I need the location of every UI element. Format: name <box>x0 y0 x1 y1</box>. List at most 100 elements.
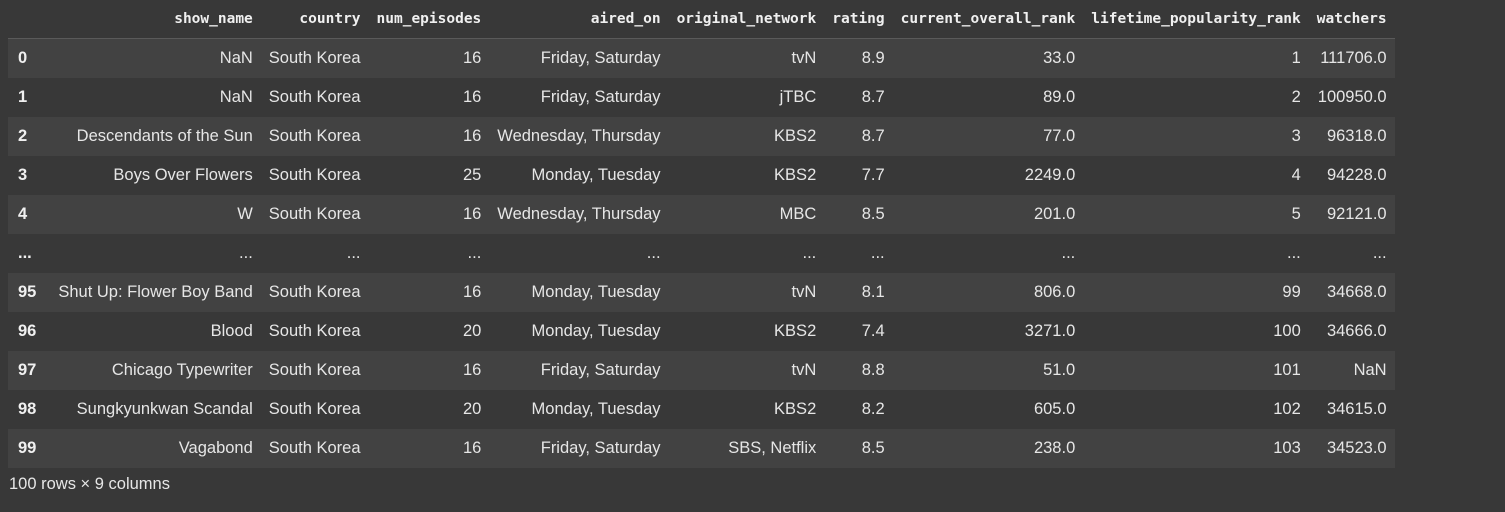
table-row: 95 Shut Up: Flower Boy Band South Korea 16 M… <box>8 272 1395 312</box>
cell-aired-on: Monday, Tuesday <box>531 165 661 184</box>
cell-lifetime-popularity-rank: 3 <box>1291 126 1301 145</box>
column-header-original-network: original_network <box>668 0 825 39</box>
cell-lifetime-popularity-rank: 4 <box>1291 165 1301 184</box>
cell-show-name: ... <box>239 243 253 262</box>
cell-num-episodes: 16 <box>462 360 482 379</box>
cell-original-network: jTBC <box>779 87 817 106</box>
cell-current-overall-rank: 605.0 <box>1033 399 1076 418</box>
cell-aired-on: Monday, Tuesday <box>531 399 661 418</box>
table-row: 4 W South Korea 16 Wednesday, Thursday MBC 8.5… <box>8 194 1395 234</box>
cell-watchers: 34668.0 <box>1326 282 1387 301</box>
cell-aired-on: Monday, Tuesday <box>531 321 661 340</box>
cell-rating: 8.2 <box>861 399 885 418</box>
row-index: 0 <box>18 48 28 67</box>
cell-watchers: 100950.0 <box>1317 87 1387 106</box>
cell-num-episodes: 16 <box>462 282 482 301</box>
cell-country: South Korea <box>268 360 361 379</box>
cell-country: South Korea <box>268 321 361 340</box>
cell-num-episodes: 16 <box>462 438 482 457</box>
table-row: .............................. <box>8 233 1395 273</box>
cell-show-name: Descendants of the Sun <box>76 126 253 145</box>
row-index: 4 <box>18 204 28 223</box>
cell-current-overall-rank: 238.0 <box>1033 438 1076 457</box>
cell-aired-on: Friday, Saturday <box>540 87 661 106</box>
cell-rating: 8.8 <box>861 360 885 379</box>
dataframe-shape-text: 100 rows × 9 columns <box>9 475 170 493</box>
column-header-show-name: show_name <box>50 0 261 39</box>
table-row: 3 Boys Over Flowers South Korea 25 Monday, T… <box>8 155 1395 195</box>
cell-country: South Korea <box>268 282 361 301</box>
cell-num-episodes: 16 <box>462 48 482 67</box>
cell-aired-on: Monday, Tuesday <box>531 282 661 301</box>
cell-lifetime-popularity-rank: 99 <box>1282 282 1301 301</box>
cell-lifetime-popularity-rank: 102 <box>1273 399 1301 418</box>
row-index: 98 <box>18 399 37 418</box>
cell-show-name: NaN <box>219 87 253 106</box>
cell-rating: 8.7 <box>861 87 885 106</box>
cell-aired-on: Friday, Saturday <box>540 360 661 379</box>
cell-rating: ... <box>870 243 885 262</box>
cell-country: South Korea <box>268 204 361 223</box>
cell-num-episodes: 20 <box>462 399 482 418</box>
cell-show-name: Boys Over Flowers <box>113 165 253 184</box>
cell-lifetime-popularity-rank: 101 <box>1273 360 1301 379</box>
table-row: 99 Vagabond South Korea 16 Friday, Saturday S… <box>8 428 1395 468</box>
cell-num-episodes: 25 <box>462 165 482 184</box>
table-row: 0 NaN South Korea 16 Friday, Saturday tvN 8.9 3… <box>8 38 1395 78</box>
row-index: 1 <box>18 87 28 106</box>
cell-country: South Korea <box>268 165 361 184</box>
cell-rating: 8.5 <box>861 438 885 457</box>
cell-lifetime-popularity-rank: 100 <box>1273 321 1301 340</box>
row-index: 97 <box>18 360 37 379</box>
cell-original-network: SBS, Netflix <box>728 438 817 457</box>
cell-watchers: 94228.0 <box>1326 165 1387 184</box>
cell-watchers: 92121.0 <box>1326 204 1387 223</box>
cell-current-overall-rank: 89.0 <box>1043 87 1076 106</box>
cell-current-overall-rank: ... <box>1061 243 1076 262</box>
column-header-aired-on: aired_on <box>489 0 669 39</box>
cell-show-name: NaN <box>219 48 253 67</box>
column-header-country: country <box>260 0 369 39</box>
table-row: 1 NaN South Korea 16 Friday, Saturday jTBC 8.7… <box>8 77 1395 117</box>
cell-original-network: KBS2 <box>774 321 817 340</box>
cell-original-network: MBC <box>779 204 817 223</box>
cell-lifetime-popularity-rank: 2 <box>1291 87 1301 106</box>
cell-original-network: KBS2 <box>774 126 817 145</box>
cell-show-name: Sungkyunkwan Scandal <box>76 399 253 418</box>
cell-show-name: Blood <box>210 321 253 340</box>
table-row: 2 Descendants of the Sun South Korea 16 Wedn… <box>8 116 1395 156</box>
table-row: 97 Chicago Typewriter South Korea 16 Friday,… <box>8 350 1395 390</box>
cell-current-overall-rank: 51.0 <box>1043 360 1076 379</box>
cell-original-network: tvN <box>791 282 817 301</box>
cell-current-overall-rank: 77.0 <box>1043 126 1076 145</box>
cell-original-network: tvN <box>791 48 817 67</box>
cell-current-overall-rank: 3271.0 <box>1024 321 1076 340</box>
row-index: 95 <box>18 282 37 301</box>
row-index: 99 <box>18 438 37 457</box>
table-header: show_name country num_episodes aired_on … <box>8 0 1395 39</box>
cell-num-episodes: ... <box>467 243 482 262</box>
cell-aired-on: Friday, Saturday <box>540 438 661 457</box>
cell-current-overall-rank: 806.0 <box>1033 282 1076 301</box>
cell-rating: 8.7 <box>861 126 885 145</box>
cell-current-overall-rank: 33.0 <box>1043 48 1076 67</box>
cell-aired-on: Wednesday, Thursday <box>497 126 661 145</box>
row-index: 2 <box>18 126 28 145</box>
cell-country: South Korea <box>268 438 361 457</box>
cell-watchers: 34666.0 <box>1326 321 1387 340</box>
table-row: 96 Blood South Korea 20 Monday, Tuesday KBS2 7… <box>8 311 1395 351</box>
cell-rating: 7.7 <box>861 165 885 184</box>
cell-show-name: Shut Up: Flower Boy Band <box>58 282 253 301</box>
column-header-rating: rating <box>824 0 893 39</box>
cell-rating: 8.5 <box>861 204 885 223</box>
cell-watchers: 111706.0 <box>1320 48 1387 67</box>
cell-aired-on: ... <box>646 243 661 262</box>
cell-original-network: tvN <box>791 360 817 379</box>
table-body: 0 NaN South Korea 16 Friday, Saturday tvN 8.9 3… <box>8 38 1395 468</box>
cell-show-name: Vagabond <box>178 438 253 457</box>
cell-lifetime-popularity-rank: 5 <box>1291 204 1301 223</box>
column-header-watchers: watchers <box>1308 0 1395 39</box>
cell-current-overall-rank: 2249.0 <box>1024 165 1076 184</box>
cell-watchers: ... <box>1372 243 1387 262</box>
